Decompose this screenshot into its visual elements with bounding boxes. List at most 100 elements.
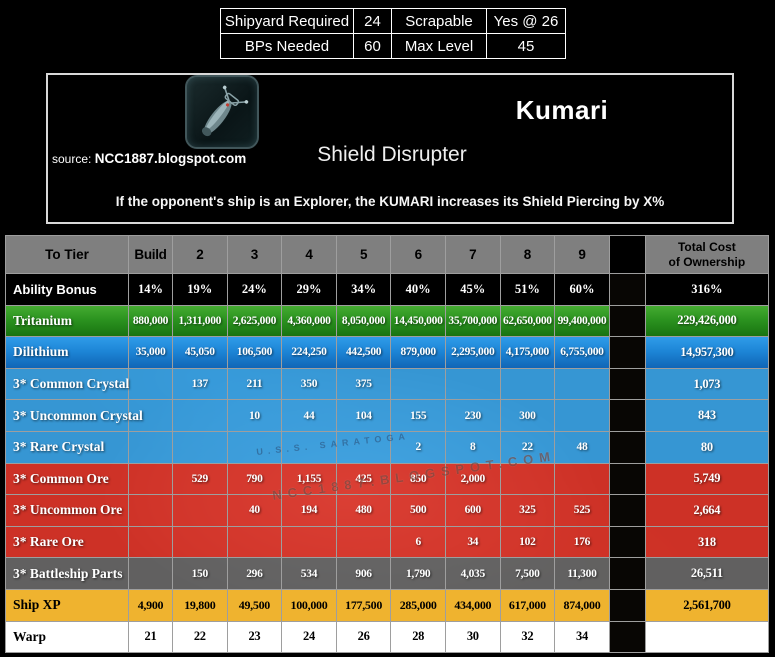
cost-cell: 230 bbox=[445, 400, 501, 432]
cost-cell: 22 bbox=[173, 621, 228, 654]
cost-table-rows: To Tier Build 2 3 4 5 6 7 8 9 Total Cost of Ownersh… bbox=[6, 236, 769, 654]
cost-cell: 285,000 bbox=[391, 589, 446, 622]
cost-cell bbox=[129, 463, 173, 496]
row-header: To Tier Build 2 3 4 5 6 7 8 9 Total Cost of Ownersh… bbox=[6, 236, 769, 274]
row-dilithium: Dilithium 35,000 45,050 106,500 224,250 442,5… bbox=[6, 337, 769, 369]
cost-cell: 300 bbox=[500, 400, 556, 432]
total-cell: 5,749 bbox=[645, 463, 769, 496]
cost-cell bbox=[173, 495, 228, 527]
cost-cell: 62,650,000 bbox=[500, 305, 556, 338]
cost-cell: 194 bbox=[282, 495, 337, 527]
cost-cell: 617,000 bbox=[500, 589, 556, 622]
source-site: NCC1887.blogspot.com bbox=[94, 151, 247, 166]
row-label-3-battleship-parts: 3* Battleship Parts bbox=[6, 558, 129, 590]
gap-cell bbox=[609, 526, 646, 559]
spec-label-scrapable: Scrapable bbox=[392, 9, 486, 33]
row-label-dilithium: Dilithium bbox=[6, 337, 129, 369]
gap-cell bbox=[609, 337, 646, 369]
cost-cell: 40 bbox=[227, 495, 283, 527]
row-ship-xp: Ship XP 4,900 19,800 49,500 100,000 177,500 28… bbox=[6, 589, 769, 622]
cost-cell: 2,000 bbox=[445, 463, 501, 496]
spec-value-scrapable: Yes @ 26 bbox=[487, 9, 565, 33]
cost-cell: 35,000 bbox=[129, 337, 173, 369]
cost-cell: 790 bbox=[227, 463, 283, 496]
cost-cell bbox=[129, 526, 173, 559]
cost-cell: 2 bbox=[391, 431, 446, 464]
column-header-tier: 4 bbox=[282, 236, 337, 274]
cost-cell: 26 bbox=[336, 621, 392, 654]
cost-cell: 11,300 bbox=[555, 558, 610, 590]
spec-label-bps: BPs Needed bbox=[221, 34, 353, 58]
cost-cell: 1,155 bbox=[282, 463, 337, 496]
cost-cell bbox=[129, 431, 173, 464]
cost-cell bbox=[129, 495, 173, 527]
cost-cell: 350 bbox=[282, 368, 337, 401]
cost-cell: 480 bbox=[336, 495, 392, 527]
cost-cell: 19,800 bbox=[173, 589, 228, 622]
cost-cell: 19% bbox=[173, 274, 228, 306]
gap-cell bbox=[609, 589, 646, 622]
cost-cell: 23 bbox=[227, 621, 283, 654]
row-label-3-uncommon-crystal: 3* Uncommon Crystal bbox=[6, 400, 143, 432]
total-cell: 14,957,300 bbox=[645, 337, 769, 369]
cost-cell: 137 bbox=[173, 368, 228, 401]
row-label-3-common-ore: 3* Common Ore bbox=[6, 463, 129, 496]
cost-cell: 879,000 bbox=[391, 337, 446, 369]
cost-cell: 425 bbox=[336, 463, 392, 496]
gap-cell bbox=[609, 400, 646, 432]
cost-cell bbox=[336, 526, 392, 559]
total-header-line: Total Cost bbox=[677, 239, 736, 254]
column-header-to-tier: To Tier bbox=[6, 236, 129, 274]
cost-cell bbox=[500, 463, 556, 496]
cost-cell: 442,500 bbox=[336, 337, 392, 369]
row-label-ability-bonus: Ability Bonus bbox=[6, 274, 129, 306]
total-cell: 318 bbox=[645, 526, 769, 559]
cost-cell: 525 bbox=[555, 495, 610, 527]
total-cell bbox=[645, 621, 769, 654]
header-gap-cell bbox=[609, 236, 646, 274]
ship-thumbnail-icon bbox=[185, 75, 259, 149]
cost-cell: 150 bbox=[173, 558, 228, 590]
cost-cell bbox=[129, 558, 173, 590]
cost-cell: 99,400,000 bbox=[555, 305, 610, 338]
cost-cell bbox=[227, 526, 283, 559]
total-cell: 229,426,000 bbox=[645, 305, 769, 338]
cost-cell: 850 bbox=[391, 463, 446, 496]
cost-cell: 1,311,000 bbox=[173, 305, 228, 338]
cost-cell bbox=[391, 368, 446, 401]
ability-name: Shield Disrupter bbox=[317, 143, 467, 166]
gap-cell bbox=[609, 621, 646, 654]
cost-cell: 176 bbox=[555, 526, 610, 559]
row-label-tritanium: Tritanium bbox=[6, 305, 129, 338]
row-3-common-ore: 3* Common Ore 529 790 1,155 425 850 2,000 5,749 bbox=[6, 463, 769, 496]
column-header-total: Total Cost of Ownership bbox=[645, 236, 769, 274]
ship-card: Kumari source: NCC1887.blogspot.com Shie… bbox=[46, 73, 734, 224]
cost-cell: 906 bbox=[336, 558, 392, 590]
cost-cell: 874,000 bbox=[555, 589, 610, 622]
total-cell: 843 bbox=[645, 400, 769, 432]
gap-cell bbox=[609, 274, 646, 306]
cost-cell: 28 bbox=[391, 621, 446, 654]
cost-cell: 6 bbox=[391, 526, 446, 559]
cost-cell: 45,050 bbox=[173, 337, 228, 369]
cost-cell: 14% bbox=[129, 274, 173, 306]
row-3-rare-ore: 3* Rare Ore 6 34 102 176 318 bbox=[6, 526, 769, 559]
cost-cell: 4,900 bbox=[129, 589, 173, 622]
total-cell: 80 bbox=[645, 431, 769, 464]
cost-cell: 2,295,000 bbox=[445, 337, 501, 369]
row-3-uncommon-ore: 3* Uncommon Ore 40 194 480 500 600 325 525 2,664 bbox=[6, 495, 769, 527]
cost-cell bbox=[227, 431, 283, 464]
cost-cell bbox=[173, 431, 228, 464]
column-header-tier: 5 bbox=[336, 236, 392, 274]
cost-cell bbox=[555, 368, 610, 401]
spec-label-shipyard: Shipyard Required bbox=[221, 9, 353, 33]
cost-cell: 21 bbox=[129, 621, 173, 654]
cost-cell: 211 bbox=[227, 368, 283, 401]
cost-cell bbox=[336, 431, 392, 464]
cost-cell: 44 bbox=[282, 400, 337, 432]
column-header-tier: 2 bbox=[173, 236, 228, 274]
cost-cell: 48 bbox=[555, 431, 610, 464]
cost-cell: 375 bbox=[336, 368, 392, 401]
cost-cell: 35,700,000 bbox=[445, 305, 501, 338]
